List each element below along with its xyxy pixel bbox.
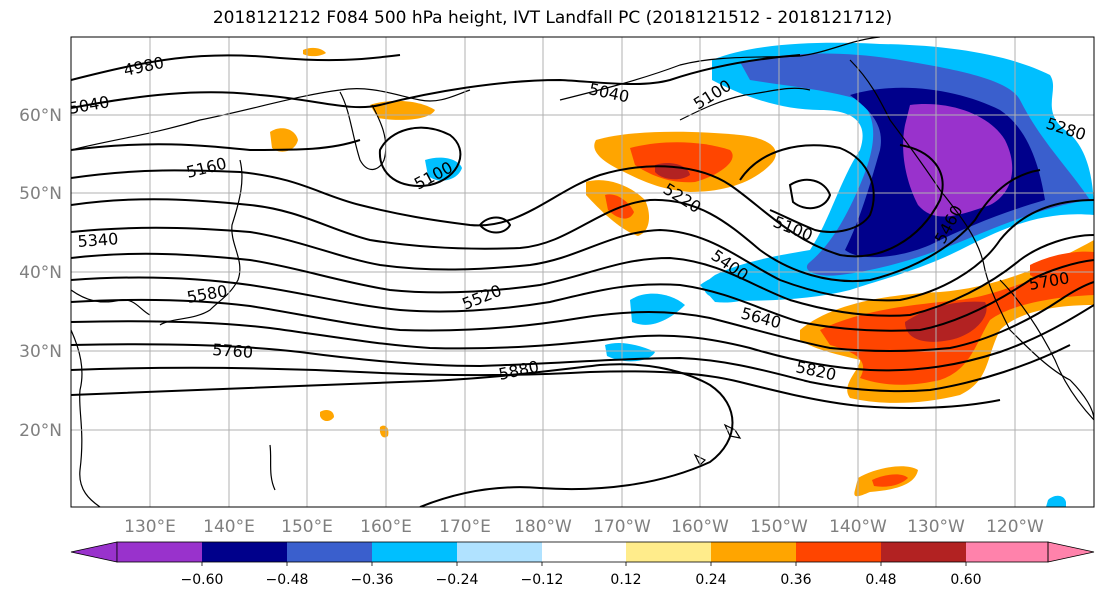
lon-label: 140°E: [203, 517, 255, 537]
lon-label: 150°W: [750, 517, 808, 537]
map-panel: 4980 5040 5040 5100 5100 5100 5160 5220 …: [71, 37, 1094, 507]
colorbar: −0.60 −0.48 −0.36 −0.24 −0.12 0.12 0.24 …: [70, 541, 1095, 588]
lon-labels: 130°E 140°E 150°E 160°E 170°E 180°W 170°…: [124, 517, 1044, 537]
lat-label: 50°N: [19, 184, 62, 204]
colorbar-segment: [881, 542, 966, 562]
lat-label: 40°N: [19, 263, 62, 283]
colorbar-tick-label: 0.60: [950, 572, 981, 588]
colorbar-segment: [457, 542, 542, 562]
colorbar-tick-label: −0.60: [181, 572, 224, 588]
coastlines: [71, 37, 1094, 507]
lon-label: 170°W: [593, 517, 651, 537]
colorbar-segment: [966, 542, 1048, 562]
lat-label: 20°N: [19, 421, 62, 441]
lat-label: 60°N: [19, 106, 62, 126]
ivt-negative-shading: [425, 42, 1094, 507]
colorbar-tick-label: 0.24: [695, 572, 726, 588]
colorbar-segment: [796, 542, 881, 562]
lat-label: 30°N: [19, 342, 62, 362]
contour-label: 5760: [212, 340, 254, 362]
lon-label: 150°E: [281, 517, 333, 537]
lon-label: 140°W: [829, 517, 887, 537]
colorbar-tick-label: 0.48: [865, 572, 896, 588]
colorbar-max-extend: [1047, 541, 1095, 563]
lon-label: 170°E: [439, 517, 491, 537]
colorbar-min-extend: [70, 541, 118, 563]
colorbar-tick-label: −0.36: [351, 572, 394, 588]
colorbar-segment: [626, 542, 711, 562]
colorbar-tick-label: −0.24: [436, 572, 479, 588]
map-title: 2018121212 F084 500 hPa height, IVT Land…: [212, 8, 893, 28]
lon-label: 160°E: [360, 517, 412, 537]
colorbar-segment: [542, 542, 626, 562]
colorbar-tick-label: 0.12: [610, 572, 641, 588]
lon-label: 160°W: [671, 517, 729, 537]
height-contours: [71, 54, 1094, 507]
colorbar-segment: [117, 542, 202, 562]
colorbar-tick-label: −0.12: [521, 572, 564, 588]
colorbar-segment: [202, 542, 287, 562]
map-frame: [70, 36, 1095, 508]
lat-labels: 60°N 50°N 40°N 30°N 20°N: [19, 106, 62, 441]
colorbar-tick-label: 0.36: [780, 572, 811, 588]
colorbar-segment: [372, 542, 457, 562]
colorbar-segment: [287, 542, 372, 562]
lon-label: 120°W: [986, 517, 1044, 537]
colorbar-tick-label: −0.48: [266, 572, 309, 588]
contour-label: 5340: [77, 229, 119, 251]
lon-label: 130°W: [907, 517, 965, 537]
lon-label: 130°E: [124, 517, 176, 537]
colorbar-segment: [711, 542, 796, 562]
lon-label: 180°W: [514, 517, 572, 537]
